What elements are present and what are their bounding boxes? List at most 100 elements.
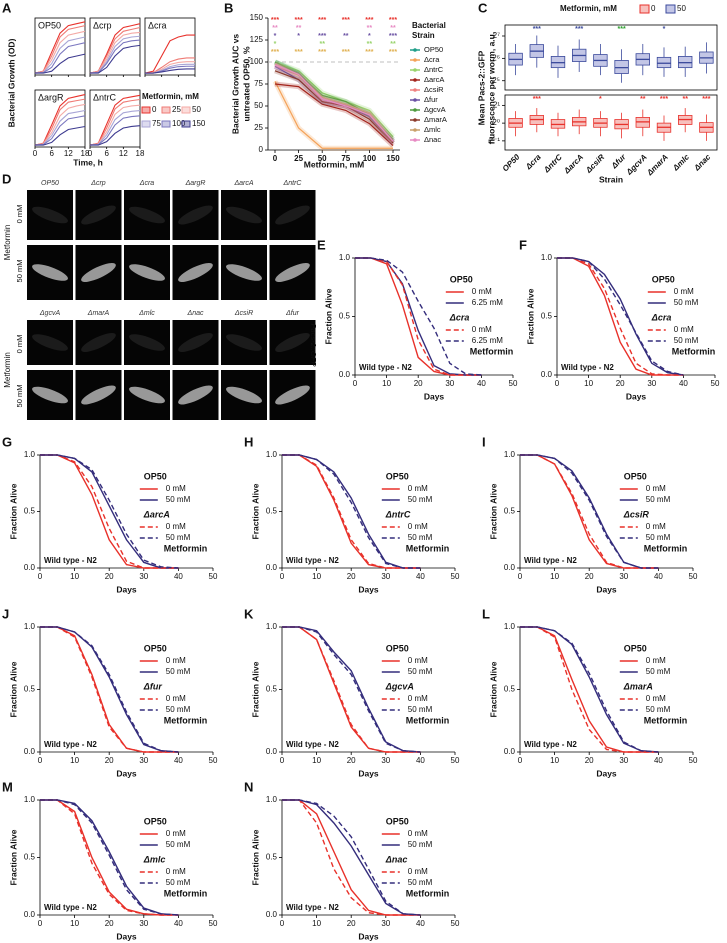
x-axis-label: Strain	[599, 174, 623, 184]
legend-label: 0 mM	[408, 522, 428, 531]
panel-letter: I	[482, 434, 486, 449]
x-tick-label: 40	[654, 572, 663, 581]
worm	[81, 333, 116, 352]
image-column-label: ΔgcvA	[39, 310, 61, 317]
legend-label: 0	[152, 105, 157, 114]
x-tick-label: ΔntrC	[541, 152, 564, 175]
y-axis-label: Fraction Alive	[525, 288, 535, 344]
y-tick-label: 1.0	[266, 622, 278, 631]
y-tick-label: 0.0	[266, 563, 278, 572]
legend-label: 50 mM	[646, 705, 671, 714]
x-tick-label: 6	[49, 149, 54, 158]
legend-label: 0 mM	[408, 656, 428, 665]
legend-label: 50 mM	[646, 667, 671, 676]
worm	[81, 263, 116, 282]
y-tick-label: 0.5	[24, 507, 36, 516]
y-tick-label: 2⁰	[492, 118, 500, 127]
x-tick-label: 40	[416, 756, 425, 765]
x-tick-label: 18	[136, 149, 145, 158]
x-tick-label: 18	[81, 149, 90, 158]
legend-group: Δcra	[449, 312, 470, 322]
legend-label: 50 mM	[166, 705, 191, 714]
subplot-title: ΔntrC	[93, 92, 117, 102]
x-tick-label: 40	[174, 919, 183, 928]
x-tick-label: 40	[174, 572, 183, 581]
x-tick-label: 20	[105, 919, 114, 928]
annotation: Wild type - N2	[286, 556, 339, 565]
panel-letter: M	[2, 779, 13, 794]
y-tick-label: 0.5	[266, 507, 278, 516]
x-axis-label: Days	[424, 391, 445, 401]
worm	[275, 205, 310, 225]
survival-curve	[557, 257, 684, 376]
legend-group: Δnac	[385, 854, 408, 864]
x-tick-label: 50	[209, 572, 218, 581]
legend-label: 50	[192, 105, 201, 114]
legend-label: 0 mM	[166, 694, 186, 703]
legend-title: Metformin	[164, 888, 208, 898]
legend-label: 0 mM	[166, 867, 186, 876]
legend-group: OP50	[386, 816, 409, 826]
x-tick-label: ΔarcA	[562, 152, 586, 176]
legend-dot	[413, 118, 417, 122]
legend-title: Metformin	[406, 888, 450, 898]
y-tick-label: 0.5	[24, 853, 36, 862]
legend-group: OP50	[624, 643, 647, 653]
x-tick-label: Δfur	[609, 152, 628, 171]
legend-title: Metformin	[164, 543, 208, 553]
annotation: Wild type - N2	[286, 903, 339, 912]
worm	[81, 385, 116, 405]
worm	[178, 385, 213, 405]
image-column-label: Δmlc	[138, 310, 155, 317]
significance-label: **	[367, 25, 373, 32]
y-tick-label: 0.0	[541, 370, 553, 379]
y-tick-label: 1.0	[24, 622, 36, 631]
annotation: Wild type - N2	[286, 740, 339, 749]
panel-letter: L	[482, 606, 490, 621]
legend-group: ΔarcA	[143, 509, 170, 519]
y-tick-label: 2⁶	[492, 53, 500, 62]
legend-title: Metformin	[164, 715, 208, 725]
x-tick-label: 0	[280, 756, 285, 765]
subplot-frame	[89, 89, 141, 148]
worm	[32, 264, 68, 281]
significance-label: ***	[295, 17, 303, 24]
subplot-frame	[144, 17, 196, 76]
y-tick-label: 0.5	[339, 312, 351, 321]
x-tick-label: 30	[619, 756, 628, 765]
panel-letter: D	[2, 171, 11, 186]
x-tick-label: OP50	[501, 152, 522, 173]
legend-label: 50 mM	[408, 667, 433, 676]
significance-label: ***	[702, 96, 710, 103]
legend-label: 0	[651, 4, 656, 13]
significance-label: ***	[365, 49, 373, 56]
x-tick-label: 0	[280, 572, 285, 581]
legend-label: 50 mM	[408, 840, 433, 849]
x-tick-label: 50	[689, 572, 698, 581]
legend-title: Metformin	[470, 346, 514, 356]
image-column-label: Δfur	[285, 310, 300, 317]
x-axis-label: Days	[358, 584, 379, 594]
x-tick-label: 30	[445, 379, 454, 388]
legend-label: 50 mM	[166, 667, 191, 676]
y-tick-label: 2⁵	[492, 76, 500, 85]
y-axis-label: Fraction Alive	[323, 288, 333, 344]
row-label: 50 mM	[15, 385, 24, 408]
legend-swatch	[161, 120, 171, 128]
worm	[226, 386, 262, 404]
x-tick-label: Δmlc	[670, 152, 691, 173]
worm	[129, 264, 165, 281]
series-line	[274, 61, 394, 138]
legend-title: Metformin	[406, 715, 450, 725]
legend-label: 100	[172, 119, 186, 128]
x-tick-label: 75	[341, 154, 350, 163]
panel-letter: B	[224, 0, 233, 15]
annotation: Wild type - N2	[359, 363, 412, 372]
survival-curve	[557, 257, 684, 376]
x-tick-label: 30	[381, 756, 390, 765]
y-tick-label: 2⁻¹	[489, 136, 501, 145]
x-tick-label: 0	[518, 572, 523, 581]
legend-label: 0 mM	[408, 867, 428, 876]
legend-label: 0 mM	[166, 656, 186, 665]
legend-label: 50 mM	[646, 533, 671, 542]
